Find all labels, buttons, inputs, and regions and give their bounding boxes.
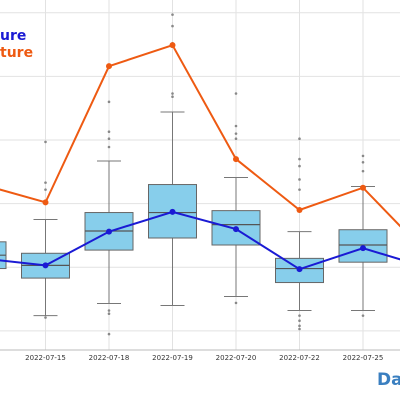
x-tick-label: 2022-07-15: [25, 354, 66, 362]
outlier: [298, 327, 301, 331]
outlier: [298, 178, 301, 181]
outlier: [234, 92, 238, 95]
outlier: [44, 316, 47, 319]
point: [360, 184, 366, 191]
x-tick-label: 2022-07-19: [152, 354, 193, 362]
point: [233, 156, 239, 163]
series-line: [0, 210, 400, 271]
point: [296, 207, 303, 213]
legend-label: ure: [0, 28, 26, 44]
outlier: [107, 100, 111, 104]
point: [296, 266, 303, 273]
outlier: [44, 140, 47, 144]
outlier: [298, 314, 301, 317]
x-tick-label: 2022-07-18: [89, 354, 130, 362]
outlier: [107, 309, 111, 312]
outlier: [44, 188, 47, 191]
legend-label: ture: [0, 45, 33, 61]
outlier: [298, 157, 301, 161]
outlier: [234, 132, 238, 135]
x-axis-label: Da: [377, 370, 400, 390]
point: [169, 208, 176, 215]
outlier: [171, 24, 174, 28]
outlier: [361, 314, 365, 317]
x-tick-label: 2022-07-25: [343, 354, 384, 362]
box: [338, 229, 388, 263]
point: [106, 63, 112, 70]
outlier: [298, 137, 301, 141]
outlier: [361, 160, 365, 164]
outlier: [44, 181, 47, 184]
outlier: [234, 137, 238, 141]
point: [233, 226, 239, 233]
x-tick-label: 2022-07-22: [279, 354, 320, 362]
outlier: [107, 130, 111, 134]
outlier: [298, 324, 301, 328]
point: [106, 228, 112, 235]
point: [42, 262, 49, 269]
point: [360, 245, 366, 252]
point: [169, 42, 176, 49]
outlier: [107, 137, 111, 141]
outlier: [171, 92, 174, 95]
outlier: [298, 319, 301, 323]
x-tick-label: 2022-07-20: [216, 354, 257, 362]
outlier: [234, 124, 238, 128]
outlier: [107, 312, 111, 316]
outlier: [298, 188, 301, 191]
outlier: [234, 301, 238, 305]
outlier: [107, 332, 111, 336]
outlier: [107, 145, 111, 149]
outlier: [171, 13, 174, 16]
outlier: [361, 154, 365, 158]
series-line: [0, 43, 400, 228]
outlier: [361, 169, 365, 173]
outlier: [171, 95, 174, 99]
point: [42, 199, 49, 206]
outlier: [298, 164, 301, 168]
